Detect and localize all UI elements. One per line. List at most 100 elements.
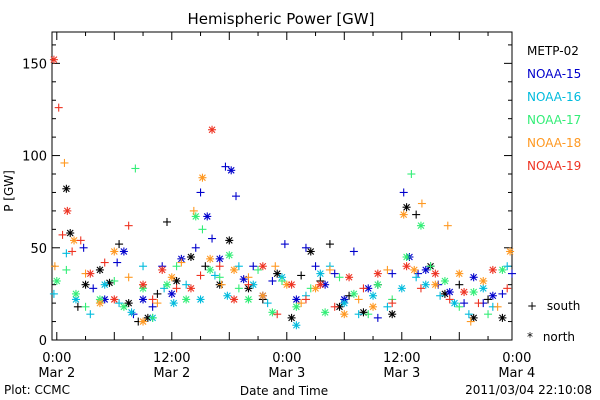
- point-noaa-15-north: [469, 273, 478, 282]
- point-metp-02-south: [153, 289, 162, 298]
- point-noaa-15-south: [268, 276, 277, 285]
- point-noaa-17-south: [426, 262, 435, 271]
- point-noaa-16-south: [234, 262, 243, 271]
- point-noaa-18-north: [198, 173, 207, 182]
- point-noaa-17-north: [416, 221, 425, 230]
- point-metp-02-south: [484, 295, 493, 304]
- point-noaa-18-north: [431, 280, 440, 289]
- y-axis: 0 50 100 150: [22, 44, 512, 349]
- point-noaa-17-south: [198, 225, 207, 234]
- point-noaa-18-north: [399, 210, 408, 219]
- point-noaa-19-south: [273, 310, 282, 319]
- point-noaa-17-north: [119, 302, 128, 311]
- point-noaa-17-north: [349, 289, 358, 298]
- point-noaa-15-north: [167, 289, 176, 298]
- point-noaa-16-south: [503, 262, 512, 271]
- point-noaa-15-north: [119, 247, 128, 256]
- point-noaa-16-north: [292, 321, 301, 330]
- point-noaa-17-north: [163, 280, 171, 289]
- point-noaa-15-south: [191, 243, 200, 252]
- x-tick-time-label: 12:00: [153, 351, 190, 366]
- point-noaa-19-north: [208, 125, 217, 134]
- point-noaa-15-south: [221, 162, 230, 171]
- legend-item-noaa-17: NOAA-17: [527, 113, 582, 127]
- legend-item-noaa-15: NOAA-15: [527, 67, 582, 81]
- point-noaa-17-north: [52, 276, 61, 285]
- point-noaa-17-south: [278, 276, 286, 285]
- x-tick-date-label: Mar 3: [383, 366, 420, 381]
- point-noaa-16-south: [210, 271, 219, 280]
- legend-south-key: + south: [527, 299, 580, 313]
- plot-frame: [51, 31, 513, 341]
- point-noaa-17-north: [402, 253, 411, 262]
- point-metp-02-north: [469, 313, 478, 322]
- point-noaa-15-south: [196, 188, 205, 197]
- footer-timestamp: 2011/03/04 22:10:08: [465, 383, 592, 397]
- point-noaa-18-north: [230, 265, 239, 274]
- point-noaa-19-south: [196, 271, 205, 280]
- point-noaa-18-north: [139, 317, 148, 326]
- x-tick-time-label: 0:00: [502, 351, 531, 366]
- x-axis-label: Date and Time: [240, 384, 328, 398]
- point-noaa-15-south: [232, 192, 240, 201]
- x-tick-date-label: Mar 4: [498, 366, 535, 381]
- point-noaa-18-north: [410, 265, 419, 274]
- point-metp-02-north: [498, 313, 507, 322]
- point-noaa-19-south: [503, 284, 512, 293]
- point-metp-02-south: [73, 302, 82, 311]
- point-noaa-19-south: [244, 280, 253, 289]
- point-noaa-15-south: [113, 258, 122, 267]
- point-noaa-16-south: [412, 273, 421, 282]
- point-noaa-17-north: [440, 276, 449, 285]
- legend-north-label: north: [542, 330, 576, 344]
- point-noaa-18-north: [506, 247, 515, 256]
- point-noaa-17-south: [81, 302, 90, 311]
- point-noaa-16-north: [479, 284, 488, 293]
- point-metp-02-south: [115, 240, 124, 249]
- point-noaa-16-south: [464, 310, 473, 319]
- point-noaa-16-north: [450, 299, 459, 308]
- point-noaa-19-south: [416, 284, 425, 293]
- point-noaa-15-north: [445, 288, 454, 297]
- point-noaa-17-south: [335, 273, 344, 282]
- point-noaa-18-south: [50, 262, 59, 271]
- point-noaa-15-south: [498, 289, 507, 298]
- point-noaa-17-south: [172, 262, 181, 271]
- data-points: [49, 55, 516, 330]
- point-noaa-16-north: [397, 284, 406, 293]
- point-noaa-19-south: [54, 103, 63, 112]
- point-noaa-16-south: [436, 291, 445, 300]
- point-noaa-15-south: [208, 234, 217, 243]
- point-noaa-18-north: [95, 299, 104, 308]
- point-noaa-16-north: [369, 291, 378, 300]
- point-noaa-18-south: [244, 273, 253, 282]
- point-noaa-17-south: [110, 276, 119, 285]
- point-noaa-17-south: [148, 313, 157, 322]
- point-noaa-17-north: [206, 265, 215, 274]
- point-noaa-15-north: [139, 295, 148, 304]
- point-noaa-18-north: [206, 254, 215, 263]
- point-noaa-15-south: [280, 240, 289, 249]
- point-noaa-19-south: [474, 299, 483, 308]
- point-metp-02-south: [325, 240, 334, 249]
- point-noaa-18-south: [354, 295, 363, 304]
- point-noaa-17-north: [244, 295, 253, 304]
- point-metp-02-north: [81, 280, 90, 289]
- point-noaa-15-south: [89, 284, 98, 293]
- point-noaa-17-north: [292, 302, 301, 311]
- point-noaa-15-north: [292, 295, 301, 304]
- y-tick-label: 100: [22, 150, 47, 165]
- point-noaa-19-north: [186, 284, 195, 293]
- point-noaa-18-north: [455, 269, 464, 278]
- point-noaa-16-north: [316, 269, 325, 278]
- point-metp-02-south: [297, 271, 306, 280]
- point-noaa-16-south: [62, 249, 71, 258]
- plus-icon: +: [527, 299, 538, 313]
- point-noaa-17-north: [71, 289, 80, 298]
- point-noaa-19-south: [124, 221, 133, 230]
- y-tick-label: 150: [22, 57, 47, 72]
- legend-item-metp-02: METP-02: [527, 44, 579, 58]
- point-noaa-18-south: [417, 199, 426, 208]
- point-noaa-18-south: [189, 206, 198, 215]
